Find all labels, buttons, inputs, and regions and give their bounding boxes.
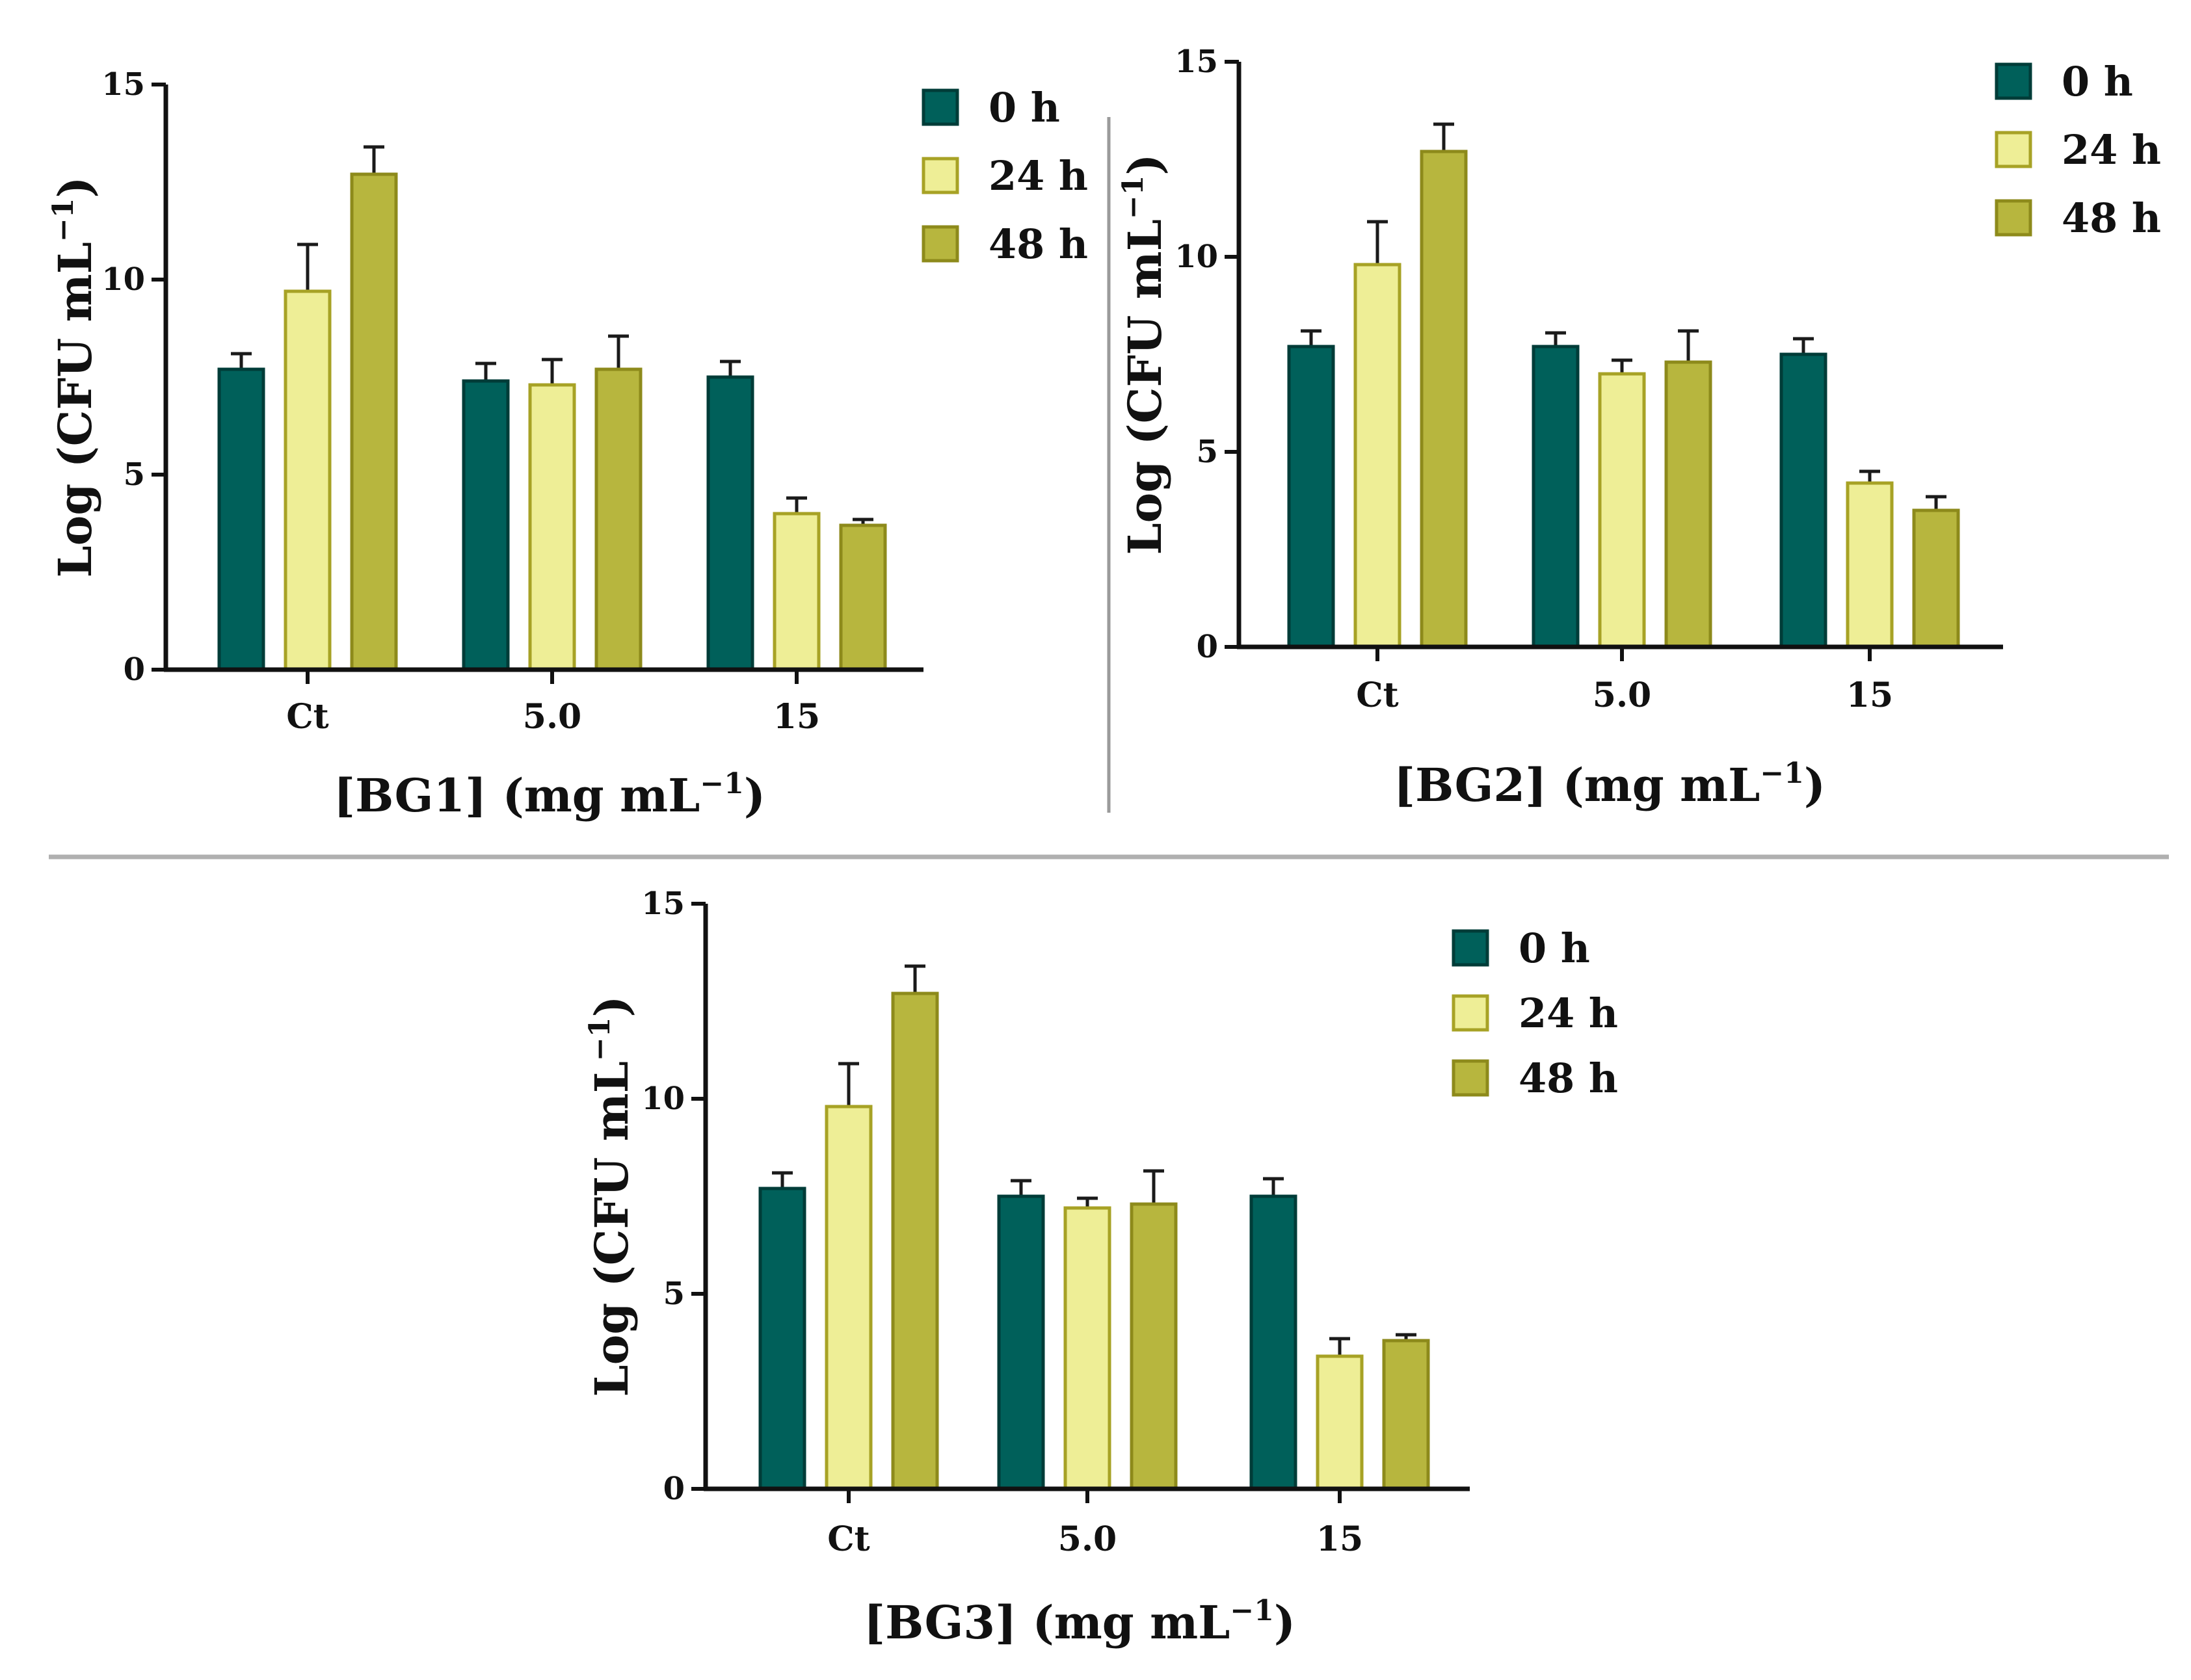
legend-label: 24 h <box>989 152 1088 200</box>
bar-24h-5.0 <box>1598 372 1646 649</box>
bar-24h-Ct <box>284 289 332 672</box>
bar-48h-15 <box>839 523 887 672</box>
y-tick-label: 15 <box>641 886 685 922</box>
y-tick-label: 0 <box>1197 629 1218 665</box>
bar-0h-15 <box>1249 1194 1297 1491</box>
x-tick-label: 15 <box>1316 1519 1363 1559</box>
bar-0h-Ct <box>217 367 265 672</box>
x-tick-label: 15 <box>773 697 820 737</box>
x-tick-label: 15 <box>1846 676 1893 715</box>
x-tick-label: 5.0 <box>1058 1519 1117 1559</box>
bar-0h-5.0 <box>1532 345 1580 649</box>
bar-0h-Ct <box>1287 345 1335 649</box>
bar-0h-15 <box>1779 352 1827 649</box>
legend-label: 48 h <box>1519 1055 1618 1102</box>
y-axis-title: Log (CFU mL−1) <box>47 176 102 577</box>
bar-0h-Ct <box>758 1187 806 1491</box>
y-tick-label: 0 <box>124 651 145 688</box>
bar-48h-15 <box>1382 1339 1430 1491</box>
bar-0h-5.0 <box>997 1194 1045 1491</box>
bar-48h-5.0 <box>1130 1202 1178 1491</box>
legend: 0 h 24 h 48 h <box>1452 925 1618 1102</box>
y-tick-label: 0 <box>663 1471 685 1507</box>
legend: 0 h 24 h 48 h <box>922 84 1088 268</box>
x-tick-label: Ct <box>1356 676 1398 715</box>
y-tick-label: 5 <box>1197 434 1218 470</box>
legend-swatch <box>922 88 959 126</box>
y-tick-label: 5 <box>663 1276 685 1312</box>
x-tick-label: Ct <box>827 1519 870 1559</box>
legend-label: 48 h <box>2062 194 2161 242</box>
legend-label: 0 h <box>989 84 1060 131</box>
bar-24h-15 <box>1846 481 1894 649</box>
legend-swatch <box>1995 199 2032 237</box>
bar-24h-15 <box>773 512 821 672</box>
legend: 0 h 24 h 48 h <box>1995 58 2161 242</box>
legend-swatch <box>1995 131 2032 168</box>
bar-48h-Ct <box>891 991 939 1491</box>
bar-24h-15 <box>1316 1354 1364 1491</box>
legend-swatch <box>1452 994 1489 1032</box>
chart-panel-3: 0 5 10 15 Ct 5.0 15 [BG3] (mg mL−1) Log (CFU mL−… <box>583 886 1618 1649</box>
y-axis-title: Log (CFU mL−1) <box>1117 153 1172 555</box>
chart-panel-2: 0 5 10 15 Ct 5.0 15 [BG2] (mg mL−1) Log (CFU mL−… <box>1117 44 2161 812</box>
y-tick-label: 15 <box>101 66 145 103</box>
bar-24h-5.0 <box>1063 1206 1111 1491</box>
bar-24h-Ct <box>825 1105 873 1491</box>
x-tick-label: Ct <box>286 697 328 737</box>
y-tick-label: 5 <box>124 456 145 493</box>
legend-label: 0 h <box>2062 58 2133 105</box>
bar-48h-15 <box>1912 508 1960 649</box>
legend-label: 0 h <box>1519 925 1590 972</box>
legend-swatch <box>1995 62 2032 100</box>
legend-label: 24 h <box>1519 990 1618 1037</box>
legend-swatch <box>922 157 959 194</box>
y-tick-label: 10 <box>641 1081 685 1117</box>
x-tick-label: 5.0 <box>523 697 581 737</box>
x-axis-title: [BG2] (mg mL−1) <box>1394 757 1826 812</box>
legend-label: 24 h <box>2062 126 2161 174</box>
y-tick-label: 10 <box>1175 239 1218 275</box>
bar-24h-Ct <box>1353 263 1401 649</box>
bar-48h-Ct <box>1420 150 1468 649</box>
x-axis-title: [BG3] (mg mL−1) <box>864 1594 1295 1649</box>
legend-swatch <box>1452 929 1489 967</box>
legend-label: 48 h <box>989 220 1088 268</box>
y-tick-label: 10 <box>101 261 145 298</box>
bar-0h-15 <box>706 375 754 672</box>
x-tick-label: 5.0 <box>1593 676 1651 715</box>
bar-0h-5.0 <box>462 379 510 672</box>
legend-swatch <box>922 225 959 263</box>
bar-48h-Ct <box>350 172 398 672</box>
x-axis-title: [BG1] (mg mL−1) <box>334 767 765 822</box>
bar-48h-5.0 <box>1664 360 1712 649</box>
legend-swatch <box>1452 1059 1489 1097</box>
bar-48h-5.0 <box>594 367 643 672</box>
y-tick-label: 15 <box>1175 44 1218 80</box>
y-axis-title: Log (CFU mL−1) <box>583 995 639 1397</box>
bar-24h-5.0 <box>528 383 576 672</box>
